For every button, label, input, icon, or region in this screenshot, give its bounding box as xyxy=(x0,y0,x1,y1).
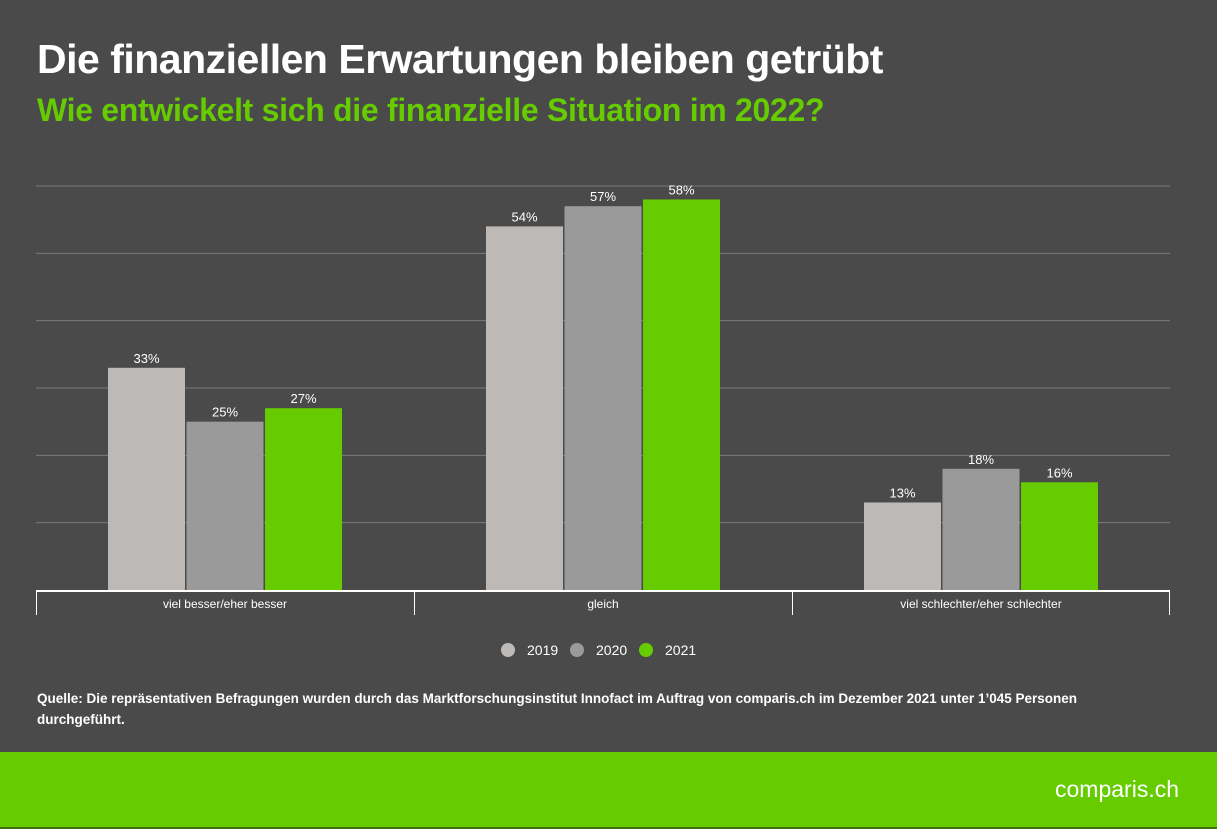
data-label: 27% xyxy=(290,391,316,406)
chart-subtitle: Wie entwickelt sich die finanzielle Situ… xyxy=(37,92,825,128)
legend-label: 2021 xyxy=(665,642,696,658)
legend-marker-2019 xyxy=(501,643,515,657)
data-label: 25% xyxy=(212,405,238,420)
data-label: 57% xyxy=(590,189,616,204)
legend-label: 2020 xyxy=(596,642,627,658)
data-label: 58% xyxy=(668,182,694,197)
legend-label: 2019 xyxy=(527,642,558,658)
data-label: 13% xyxy=(889,485,915,500)
footer-bar: comparis.ch xyxy=(0,752,1217,829)
bar-2020 xyxy=(942,468,1020,590)
comparis-logo: comparis.ch xyxy=(1055,776,1179,802)
bar-2019 xyxy=(108,367,185,590)
bar-2021 xyxy=(1021,482,1098,590)
data-label: 16% xyxy=(1046,465,1072,480)
chart-title: Die finanziellen Erwartungen bleiben get… xyxy=(37,36,883,82)
legend-marker-2020 xyxy=(570,643,584,657)
data-label: 54% xyxy=(511,209,537,224)
bar-chart: 33% 25% 27% viel besser/eher besser 54% 57% 58… xyxy=(36,182,1170,658)
data-label: 18% xyxy=(968,452,994,467)
bar-2019 xyxy=(864,502,941,590)
bar-2020 xyxy=(564,206,642,590)
bar-2019 xyxy=(486,226,563,590)
bar-2021 xyxy=(643,199,720,590)
category-label: viel besser/eher besser xyxy=(163,597,287,611)
legend-marker-2021 xyxy=(639,643,653,657)
bar-2020 xyxy=(186,421,264,590)
category-label: gleich xyxy=(587,597,618,611)
bar-2021 xyxy=(265,408,342,590)
data-label: 33% xyxy=(133,351,159,366)
source-note: Quelle: Die repräsentativen Befragungen … xyxy=(37,691,1077,727)
category-label: viel schlechter/eher schlechter xyxy=(900,597,1061,611)
